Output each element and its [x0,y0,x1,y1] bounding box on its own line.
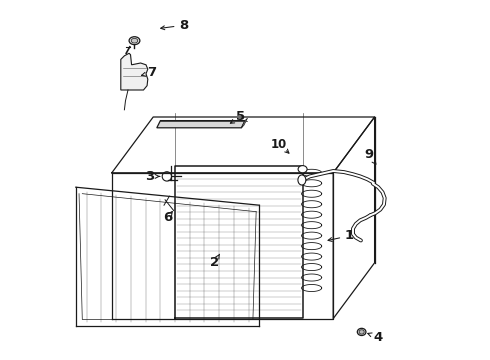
Polygon shape [157,121,245,128]
Text: 2: 2 [210,256,219,269]
Text: 7: 7 [147,66,156,79]
Ellipse shape [357,328,366,336]
Ellipse shape [359,330,364,334]
Ellipse shape [298,166,307,173]
Text: 5: 5 [236,111,245,123]
Text: 3: 3 [145,170,154,183]
Text: 10: 10 [271,138,287,150]
Ellipse shape [131,39,138,43]
Text: 8: 8 [179,19,189,32]
Text: 6: 6 [163,211,172,224]
Ellipse shape [129,37,140,45]
Text: 9: 9 [365,148,374,161]
Polygon shape [242,118,247,128]
Text: 4: 4 [373,331,383,344]
Text: 1: 1 [345,229,354,242]
Ellipse shape [298,175,306,185]
Polygon shape [121,53,148,90]
